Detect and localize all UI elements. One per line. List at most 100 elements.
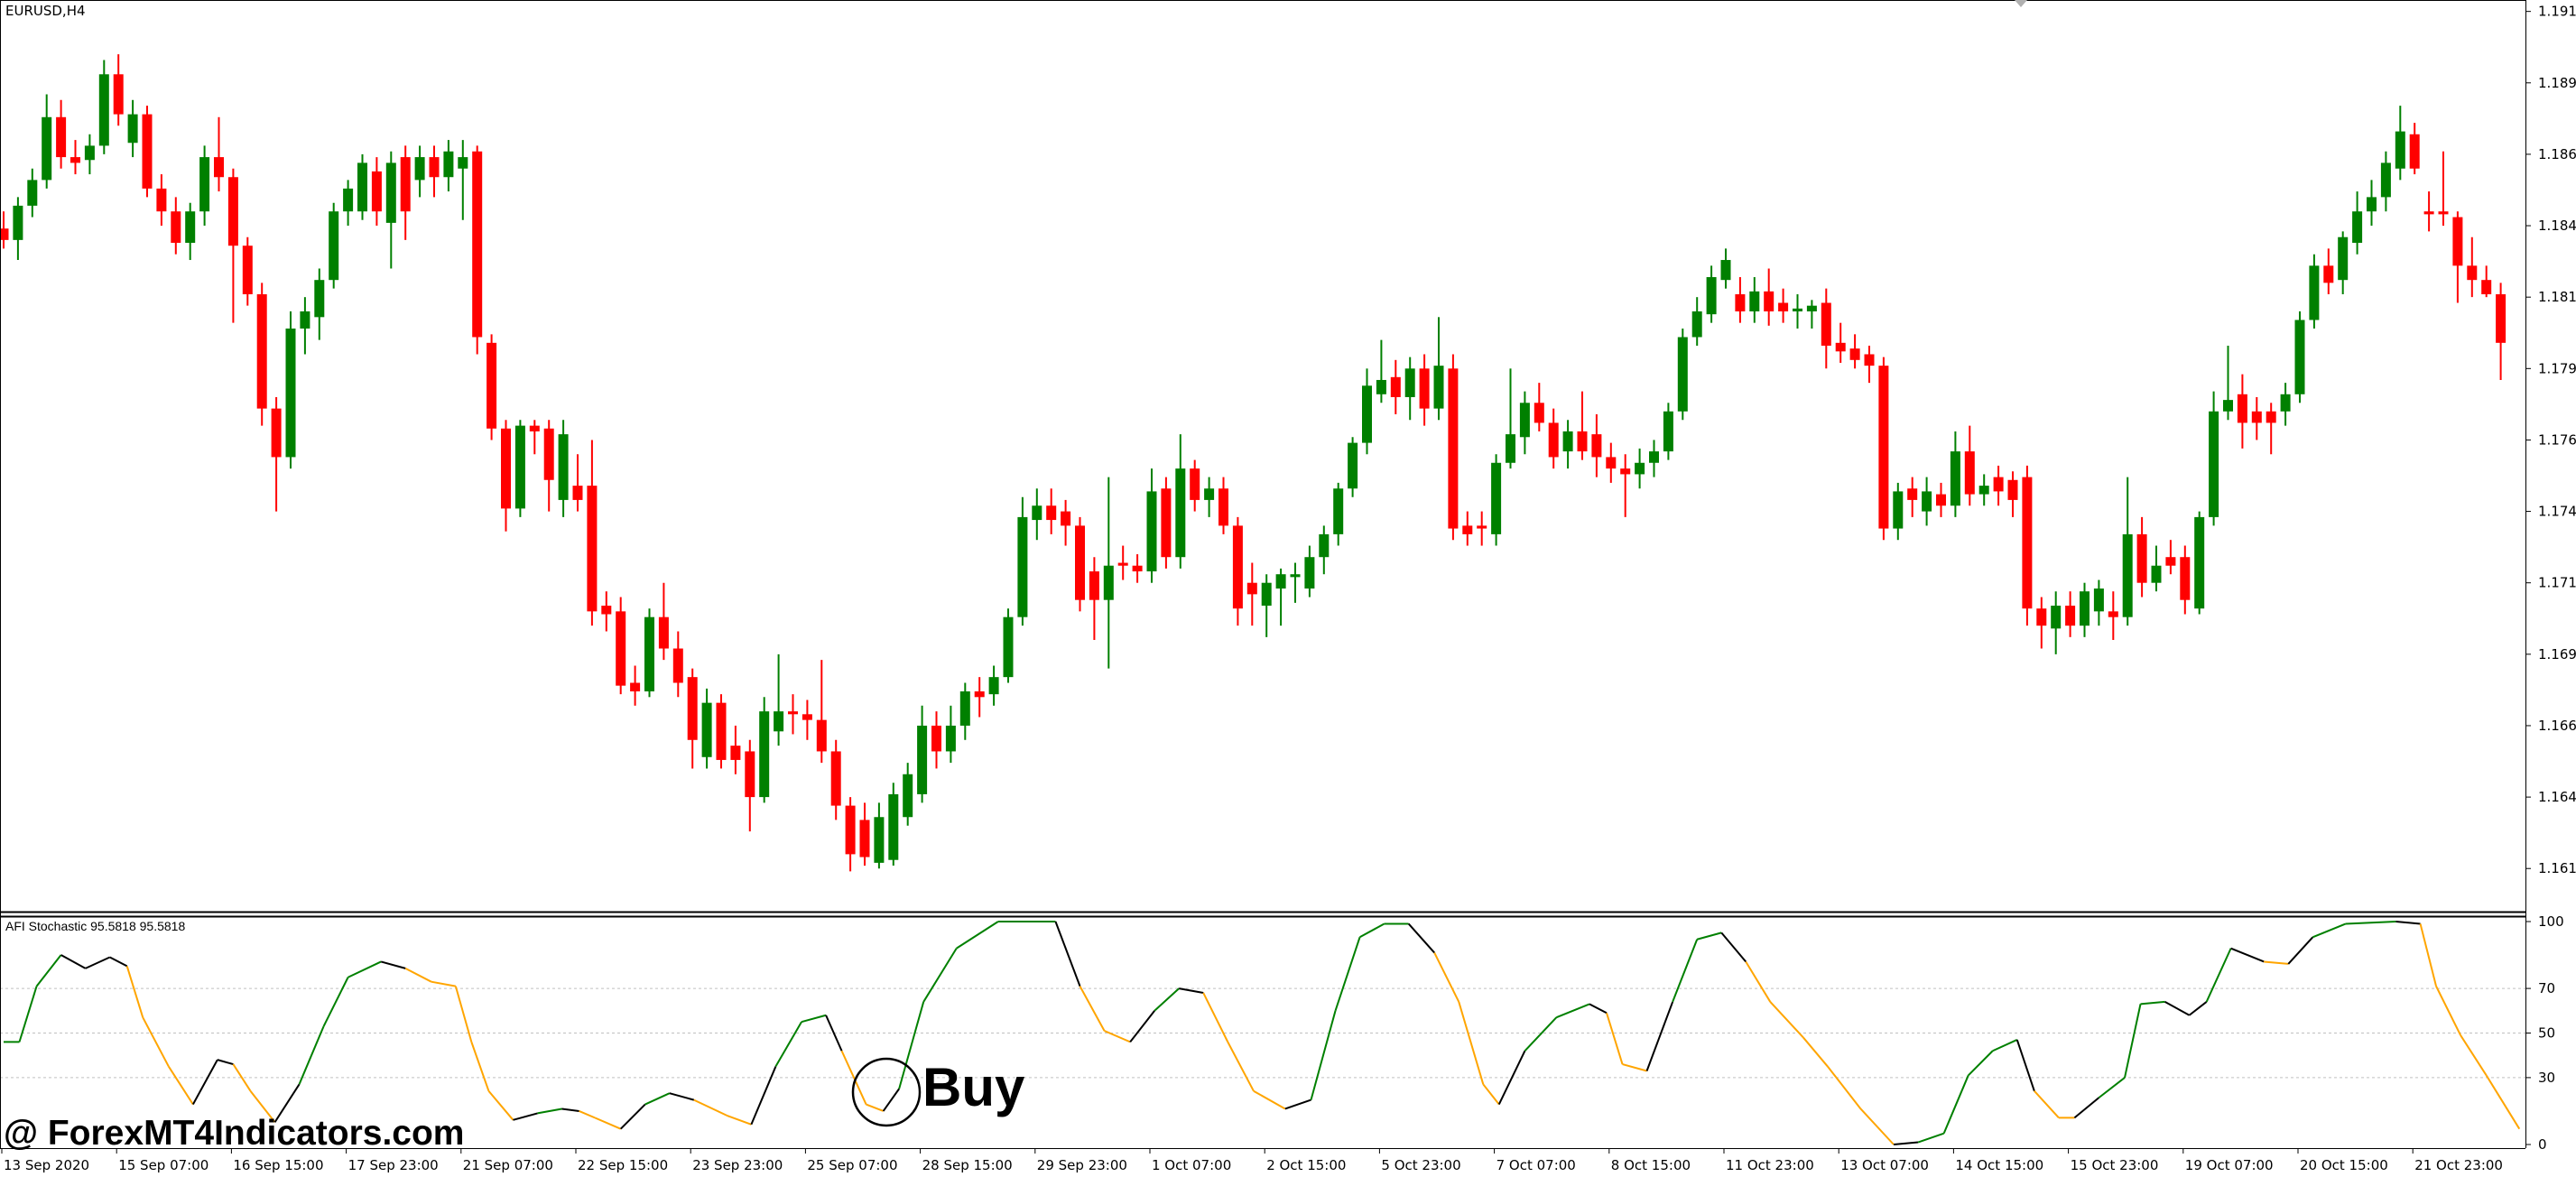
candle[interactable]: [2136, 516, 2147, 598]
candle[interactable]: [788, 694, 798, 735]
candle[interactable]: [2266, 403, 2276, 455]
candle[interactable]: [1606, 442, 1617, 483]
candle[interactable]: [2022, 465, 2033, 626]
candle[interactable]: [2467, 236, 2478, 298]
candle[interactable]: [745, 739, 755, 832]
candle[interactable]: [199, 145, 210, 227]
candle[interactable]: [1348, 437, 1358, 497]
candle[interactable]: [1635, 448, 1645, 489]
candle[interactable]: [931, 711, 941, 769]
candle[interactable]: [1993, 465, 2004, 506]
candle[interactable]: [1534, 383, 1544, 431]
candle[interactable]: [1390, 359, 1401, 414]
candle[interactable]: [1419, 354, 1430, 426]
candle[interactable]: [2395, 106, 2405, 181]
candle[interactable]: [1362, 368, 1372, 455]
candle[interactable]: [271, 396, 282, 512]
candle[interactable]: [400, 145, 411, 240]
candle[interactable]: [1275, 568, 1286, 626]
candle[interactable]: [1219, 477, 1228, 534]
candle[interactable]: [644, 608, 654, 698]
candle[interactable]: [343, 180, 354, 227]
candle[interactable]: [802, 700, 812, 740]
candle[interactable]: [385, 151, 396, 269]
candle[interactable]: [1103, 477, 1114, 669]
candle[interactable]: [1132, 554, 1143, 583]
candle[interactable]: [1749, 277, 1760, 323]
candle[interactable]: [56, 99, 67, 169]
candle[interactable]: [1548, 408, 1559, 469]
candle[interactable]: [1017, 496, 1028, 626]
candle[interactable]: [1878, 357, 1889, 541]
candle[interactable]: [1691, 297, 1702, 346]
candle[interactable]: [1376, 339, 1386, 403]
candle[interactable]: [1591, 413, 1602, 477]
candle[interactable]: [1864, 345, 1875, 384]
candle[interactable]: [314, 268, 325, 340]
candle[interactable]: [458, 140, 468, 220]
candle[interactable]: [1849, 334, 1860, 369]
candle[interactable]: [357, 153, 367, 220]
candle[interactable]: [2209, 391, 2219, 526]
candle[interactable]: [98, 60, 109, 154]
candle[interactable]: [1204, 477, 1215, 517]
candle[interactable]: [2338, 231, 2349, 295]
candle[interactable]: [142, 106, 153, 198]
candle[interactable]: [888, 783, 899, 867]
candle[interactable]: [1161, 477, 1172, 569]
candle[interactable]: [658, 582, 669, 661]
candle[interactable]: [214, 116, 224, 192]
candle[interactable]: [529, 420, 540, 455]
candle[interactable]: [1477, 511, 1487, 546]
candle[interactable]: [1922, 477, 1932, 526]
candle[interactable]: [2180, 545, 2191, 615]
candle[interactable]: [1663, 403, 1673, 460]
candle[interactable]: [874, 802, 885, 869]
candle[interactable]: [558, 420, 569, 517]
candle[interactable]: [13, 197, 23, 261]
candle[interactable]: [1246, 562, 1257, 626]
candle[interactable]: [1893, 482, 1904, 541]
candle[interactable]: [587, 440, 598, 626]
candle[interactable]: [903, 763, 913, 826]
candle[interactable]: [1978, 474, 1989, 506]
candle[interactable]: [1319, 525, 1330, 575]
candle[interactable]: [2093, 579, 2104, 626]
candle[interactable]: [2065, 591, 2076, 637]
candle[interactable]: [242, 236, 253, 306]
candle[interactable]: [70, 140, 80, 175]
candle[interactable]: [285, 311, 296, 469]
candle[interactable]: [959, 682, 970, 740]
candle[interactable]: [945, 705, 956, 764]
candle[interactable]: [1448, 354, 1459, 541]
candle[interactable]: [1735, 277, 1746, 323]
candle[interactable]: [2367, 180, 2377, 227]
candle[interactable]: [845, 797, 856, 872]
candle[interactable]: [601, 591, 612, 632]
candle[interactable]: [2496, 283, 2507, 380]
candle[interactable]: [185, 202, 196, 261]
candle[interactable]: [2280, 383, 2291, 426]
candle[interactable]: [1562, 420, 1573, 469]
candle[interactable]: [1046, 488, 1057, 534]
candle[interactable]: [859, 802, 870, 867]
candle[interactable]: [1075, 516, 1085, 612]
candle[interactable]: [514, 420, 525, 517]
candle[interactable]: [830, 739, 841, 820]
candle[interactable]: [672, 631, 683, 698]
candle[interactable]: [2036, 597, 2047, 649]
candle[interactable]: [2007, 471, 2018, 517]
candle[interactable]: [1677, 328, 1688, 421]
candle[interactable]: [1764, 268, 1774, 326]
candle[interactable]: [1793, 294, 1802, 329]
candle[interactable]: [1720, 248, 1731, 289]
candle[interactable]: [687, 668, 698, 769]
candle[interactable]: [572, 454, 583, 512]
candle[interactable]: [1232, 516, 1243, 626]
candle[interactable]: [2151, 545, 2162, 592]
candle[interactable]: [486, 334, 497, 440]
candle[interactable]: [1835, 322, 1846, 363]
candle[interactable]: [42, 94, 52, 189]
candle[interactable]: [2223, 345, 2233, 421]
candle[interactable]: [2108, 591, 2118, 641]
